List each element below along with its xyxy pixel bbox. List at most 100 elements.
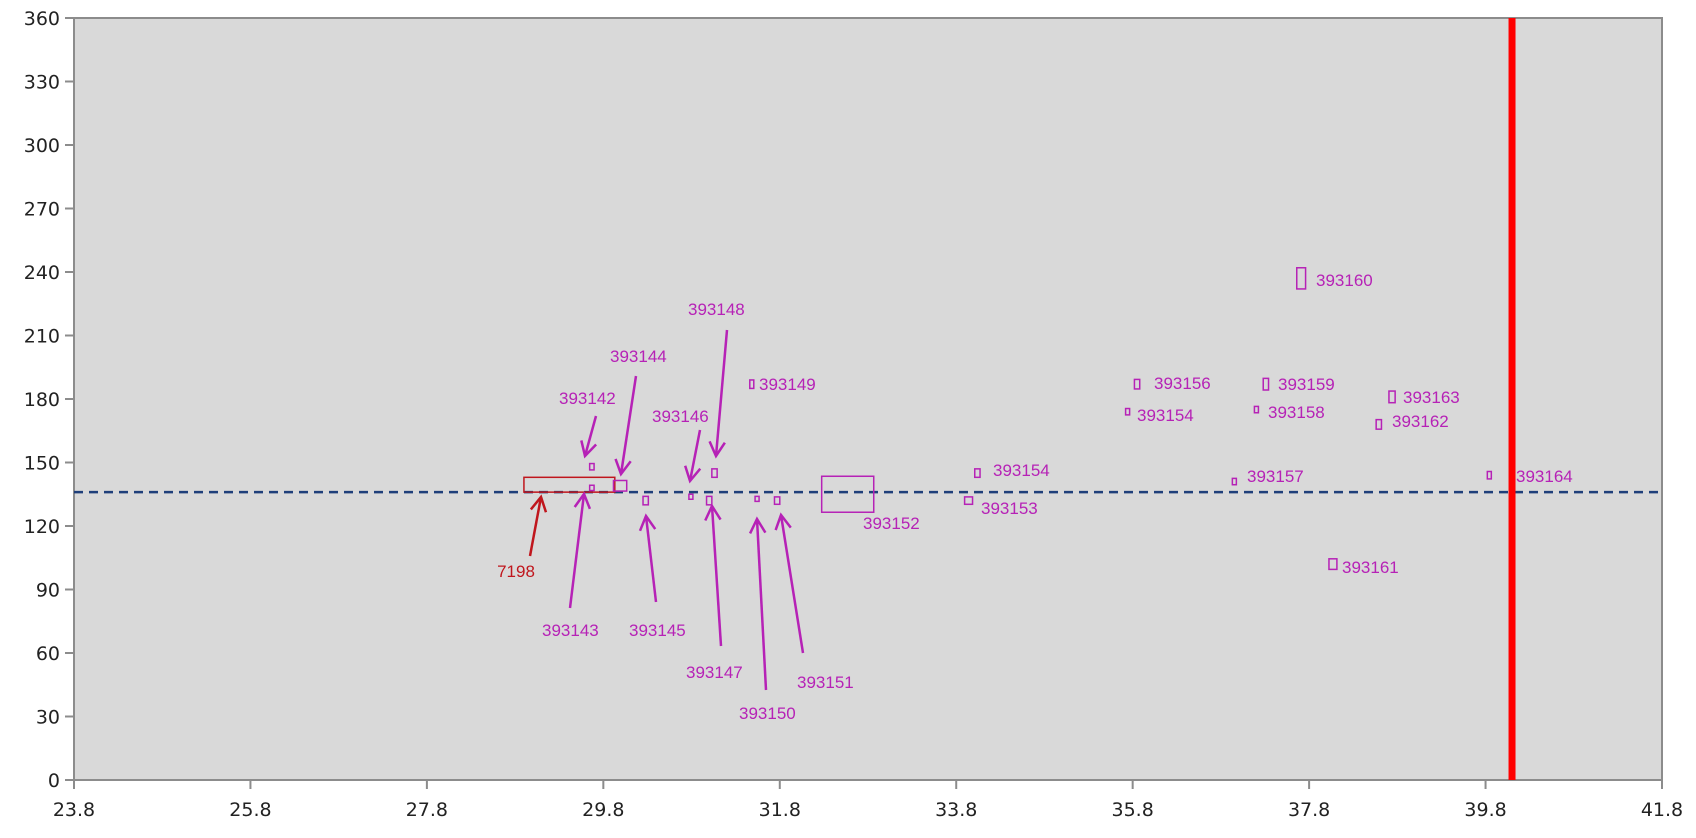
point-label: 393158 (1268, 403, 1325, 422)
point-label: 393145 (629, 621, 686, 640)
point-label: 393157 (1247, 467, 1304, 486)
x-tick-label: 35.8 (1112, 799, 1154, 821)
y-tick-label: 60 (36, 643, 60, 665)
arrow-393148 (708, 329, 729, 459)
point-label: 393163 (1403, 388, 1460, 407)
x-tick-label: 23.8 (53, 799, 95, 821)
y-tick-label: 330 (24, 72, 60, 94)
arrow-head (614, 458, 632, 477)
arrow-head (573, 491, 592, 510)
point-label: 393161 (1342, 558, 1399, 577)
x-tick-label: 33.8 (935, 799, 977, 821)
data-point-box (705, 495, 713, 506)
arrow-head (638, 513, 657, 532)
arrow-head (774, 512, 792, 531)
point-label: 393149 (759, 375, 816, 394)
x-axis: 23.8 25.8 27.8 29.8 31.8 33.8 35.8 37.8 39.8 41.8 (53, 780, 1683, 821)
data-point-box (820, 475, 875, 513)
highlight-label-7198: 7198 (497, 562, 535, 581)
data-point-box (588, 484, 595, 492)
y-tick-label: 360 (24, 8, 60, 30)
arrow-head (704, 503, 722, 522)
point-label: 393154 (1137, 406, 1194, 425)
y-tick-label: 30 (36, 707, 60, 729)
data-point-box (1262, 377, 1270, 391)
point-label: 393142 (559, 389, 616, 408)
point-label: 393154 (993, 461, 1050, 480)
y-tick-label: 180 (24, 389, 60, 411)
y-tick-label: 300 (24, 135, 60, 157)
y-tick-label: 90 (36, 580, 60, 602)
point-label: 393148 (688, 300, 745, 319)
point-label: 393160 (1316, 271, 1373, 290)
y-tick-label: 240 (24, 262, 60, 284)
y-tick-label: 0 (48, 770, 60, 792)
data-point-box (1328, 558, 1338, 571)
y-axis: 0 30 60 90 120 150 180 210 240 270 300 330 360 (24, 8, 74, 792)
point-label: 393164 (1516, 467, 1573, 486)
arrow-393147 (704, 503, 723, 647)
point-label: 393151 (797, 673, 854, 692)
x-tick-label: 27.8 (406, 799, 448, 821)
data-point-box (1388, 390, 1396, 404)
arrow-head (529, 494, 548, 513)
y-tick-label: 120 (24, 516, 60, 538)
data-point-box (1486, 470, 1493, 480)
arrow-head (708, 440, 726, 459)
point-label: 393147 (686, 663, 743, 682)
data-point-box (688, 493, 694, 500)
data-point-box (973, 468, 981, 479)
y-tick-label: 270 (24, 199, 60, 221)
arrow-shaft (528, 496, 543, 557)
arrow-393151 (774, 512, 805, 654)
data-point-box (754, 495, 760, 503)
data-point-box (963, 496, 974, 506)
arrow-shaft (688, 429, 702, 482)
data-point-box (773, 496, 781, 506)
point-label: 393162 (1392, 412, 1449, 431)
point-label: 393144 (610, 347, 667, 366)
arrow-393150 (748, 516, 768, 691)
data-point-box (642, 495, 650, 506)
highlight-box-7198 (523, 476, 616, 493)
arrow-shaft (779, 514, 805, 654)
arrow-393144 (614, 375, 638, 477)
arrow-head (748, 516, 767, 534)
arrow-7198 (528, 494, 548, 557)
point-label: 393143 (542, 621, 599, 640)
arrow-shaft (710, 505, 723, 647)
data-point-box (612, 479, 628, 492)
data-marks (74, 18, 1662, 780)
arrow-head (683, 465, 702, 484)
data-point-box (1253, 405, 1260, 414)
data-point-box (588, 462, 595, 471)
x-tick-label: 37.8 (1288, 799, 1330, 821)
arrow-393143 (568, 491, 592, 609)
arrow-shaft (568, 493, 586, 609)
y-tick-label: 150 (24, 453, 60, 475)
y-tick-label: 210 (24, 326, 60, 348)
data-point-box (1375, 418, 1383, 430)
x-tick-label: 25.8 (229, 799, 271, 821)
point-label: 393153 (981, 499, 1038, 518)
data-point-box (711, 468, 718, 479)
arrow-393145 (638, 513, 658, 603)
arrow-shaft (644, 515, 658, 603)
x-tick-label: 31.8 (759, 799, 801, 821)
annotations: 7198 393142 393143 393144 393145 393146 393147… (497, 271, 1573, 723)
arrow-shaft (714, 329, 729, 457)
point-label: 393159 (1278, 375, 1335, 394)
data-point-box (1231, 477, 1238, 486)
data-point-box (1124, 407, 1131, 416)
data-point-box (749, 379, 755, 390)
arrow-head (580, 440, 598, 459)
arrow-393146 (683, 429, 702, 484)
point-label: 393152 (863, 514, 920, 533)
arrow-shaft (583, 415, 598, 457)
data-point-box (1296, 267, 1307, 290)
point-label: 393146 (652, 407, 709, 426)
x-tick-label: 41.8 (1641, 799, 1683, 821)
point-label: 393156 (1154, 374, 1211, 393)
arrow-shaft (755, 518, 768, 691)
